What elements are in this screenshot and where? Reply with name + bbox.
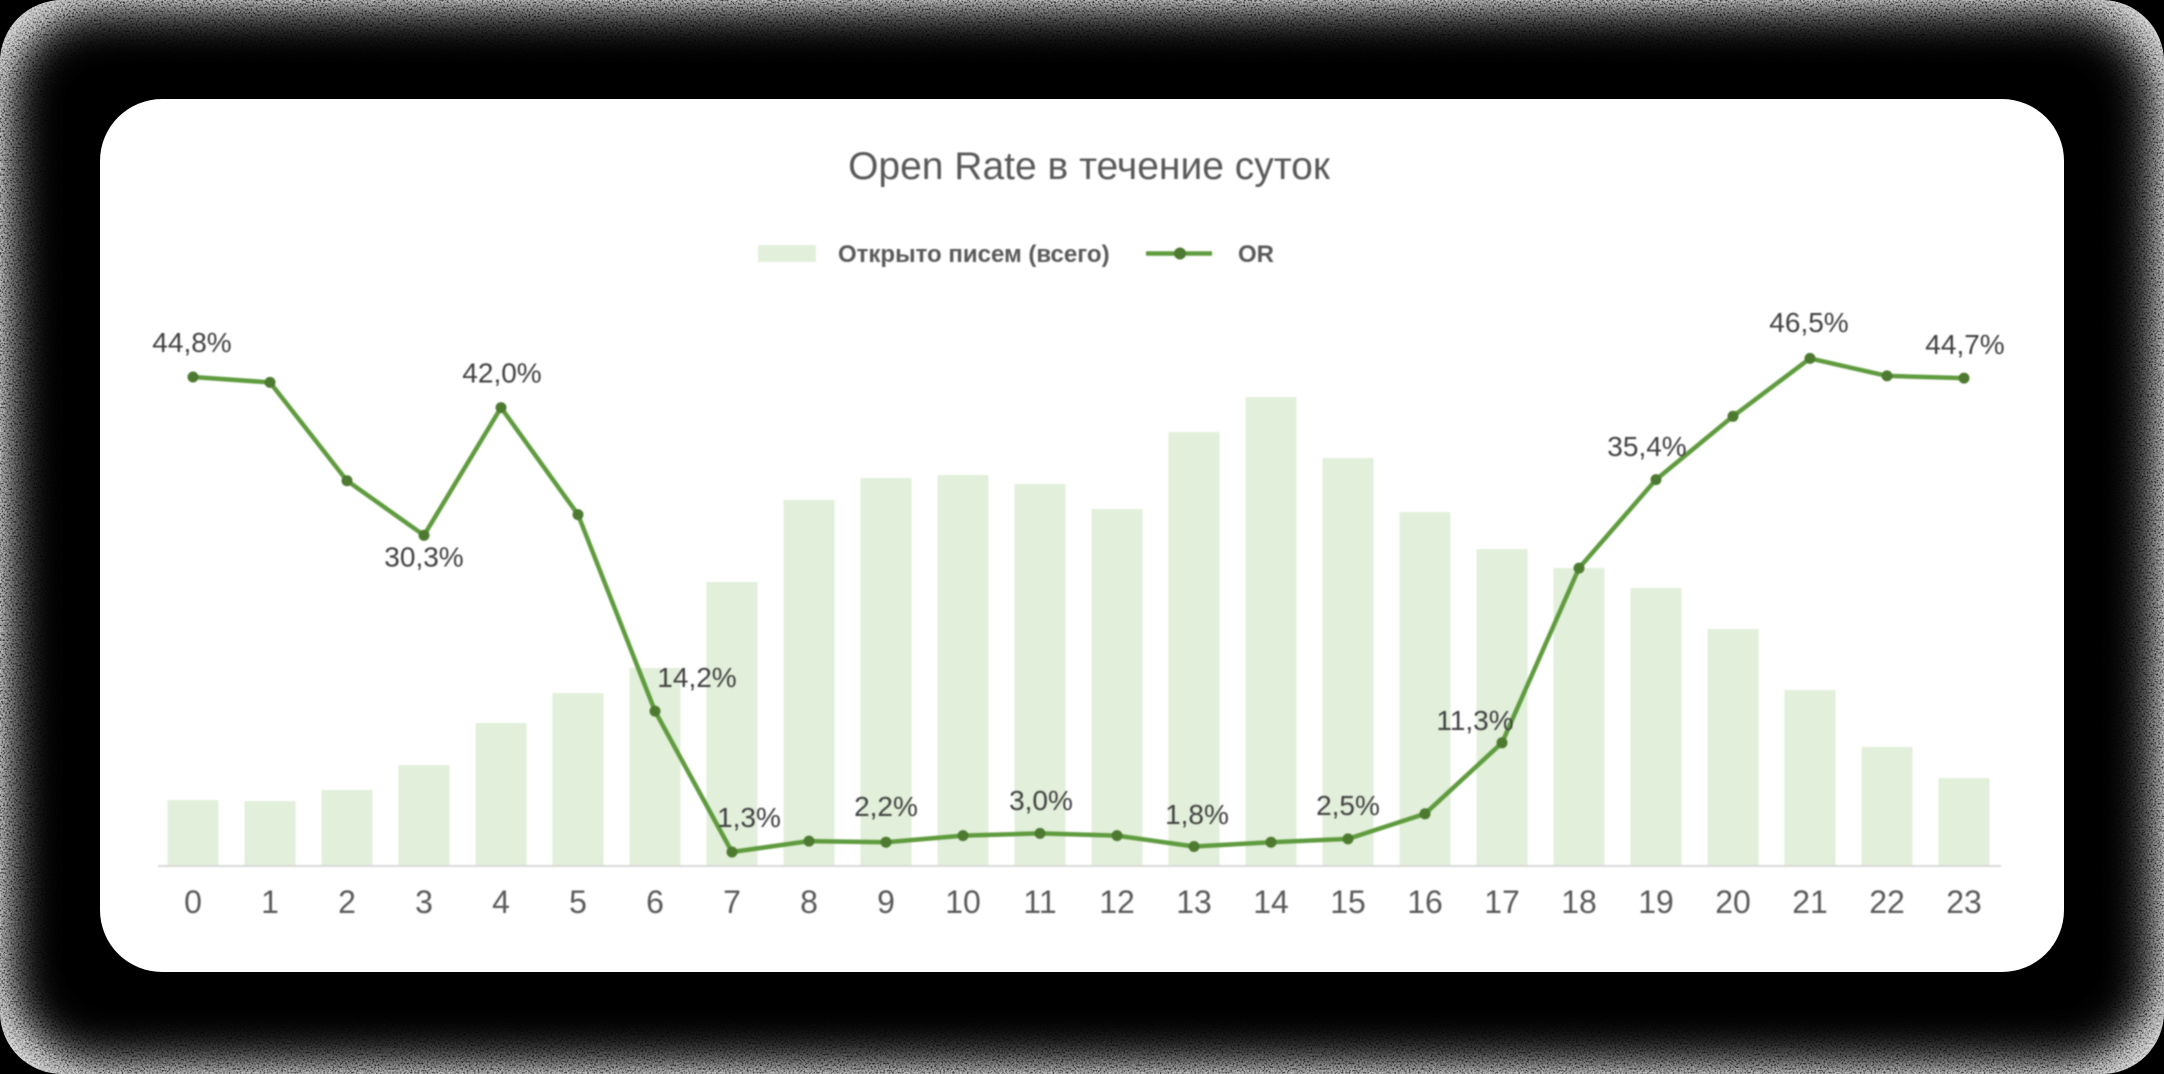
svg-text:14: 14	[1253, 884, 1289, 920]
svg-text:22: 22	[1869, 884, 1905, 920]
svg-text:2,2%: 2,2%	[854, 791, 918, 822]
svg-text:44,7%: 44,7%	[1925, 329, 2004, 360]
svg-text:0: 0	[184, 884, 202, 920]
svg-text:7: 7	[723, 884, 741, 920]
svg-text:OR: OR	[1238, 241, 1274, 268]
svg-text:35,4%: 35,4%	[1607, 431, 1686, 462]
svg-text:42,0%: 42,0%	[462, 358, 541, 389]
svg-text:8: 8	[800, 884, 818, 920]
svg-text:10: 10	[945, 884, 981, 920]
svg-text:2: 2	[338, 884, 356, 920]
svg-text:3: 3	[415, 884, 433, 920]
svg-text:17: 17	[1484, 884, 1520, 920]
svg-text:30,3%: 30,3%	[384, 542, 463, 573]
svg-text:Открыто писем (всего): Открыто писем (всего)	[838, 241, 1110, 268]
svg-text:18: 18	[1561, 884, 1597, 920]
svg-text:44,8%: 44,8%	[152, 327, 231, 358]
svg-text:2,5%: 2,5%	[1316, 790, 1380, 821]
svg-text:46,5%: 46,5%	[1769, 307, 1848, 338]
svg-text:4: 4	[492, 884, 510, 920]
svg-text:12: 12	[1099, 884, 1135, 920]
svg-text:1,3%: 1,3%	[717, 802, 781, 833]
svg-text:6: 6	[646, 884, 664, 920]
svg-text:19: 19	[1638, 884, 1674, 920]
svg-text:11,3%: 11,3%	[1436, 705, 1513, 736]
svg-text:3,0%: 3,0%	[1009, 785, 1073, 816]
svg-text:15: 15	[1330, 884, 1366, 920]
svg-text:Open Rate в течение суток: Open Rate в течение суток	[848, 145, 1331, 188]
svg-text:21: 21	[1792, 884, 1828, 920]
svg-text:1,8%: 1,8%	[1165, 799, 1229, 830]
svg-text:1: 1	[261, 884, 279, 920]
svg-text:11: 11	[1023, 884, 1056, 920]
svg-text:23: 23	[1946, 884, 1982, 920]
svg-text:14,2%: 14,2%	[657, 662, 736, 693]
svg-text:20: 20	[1715, 884, 1751, 920]
svg-text:16: 16	[1407, 884, 1443, 920]
svg-text:13: 13	[1176, 884, 1212, 920]
svg-text:5: 5	[569, 884, 587, 920]
svg-text:9: 9	[877, 884, 895, 920]
